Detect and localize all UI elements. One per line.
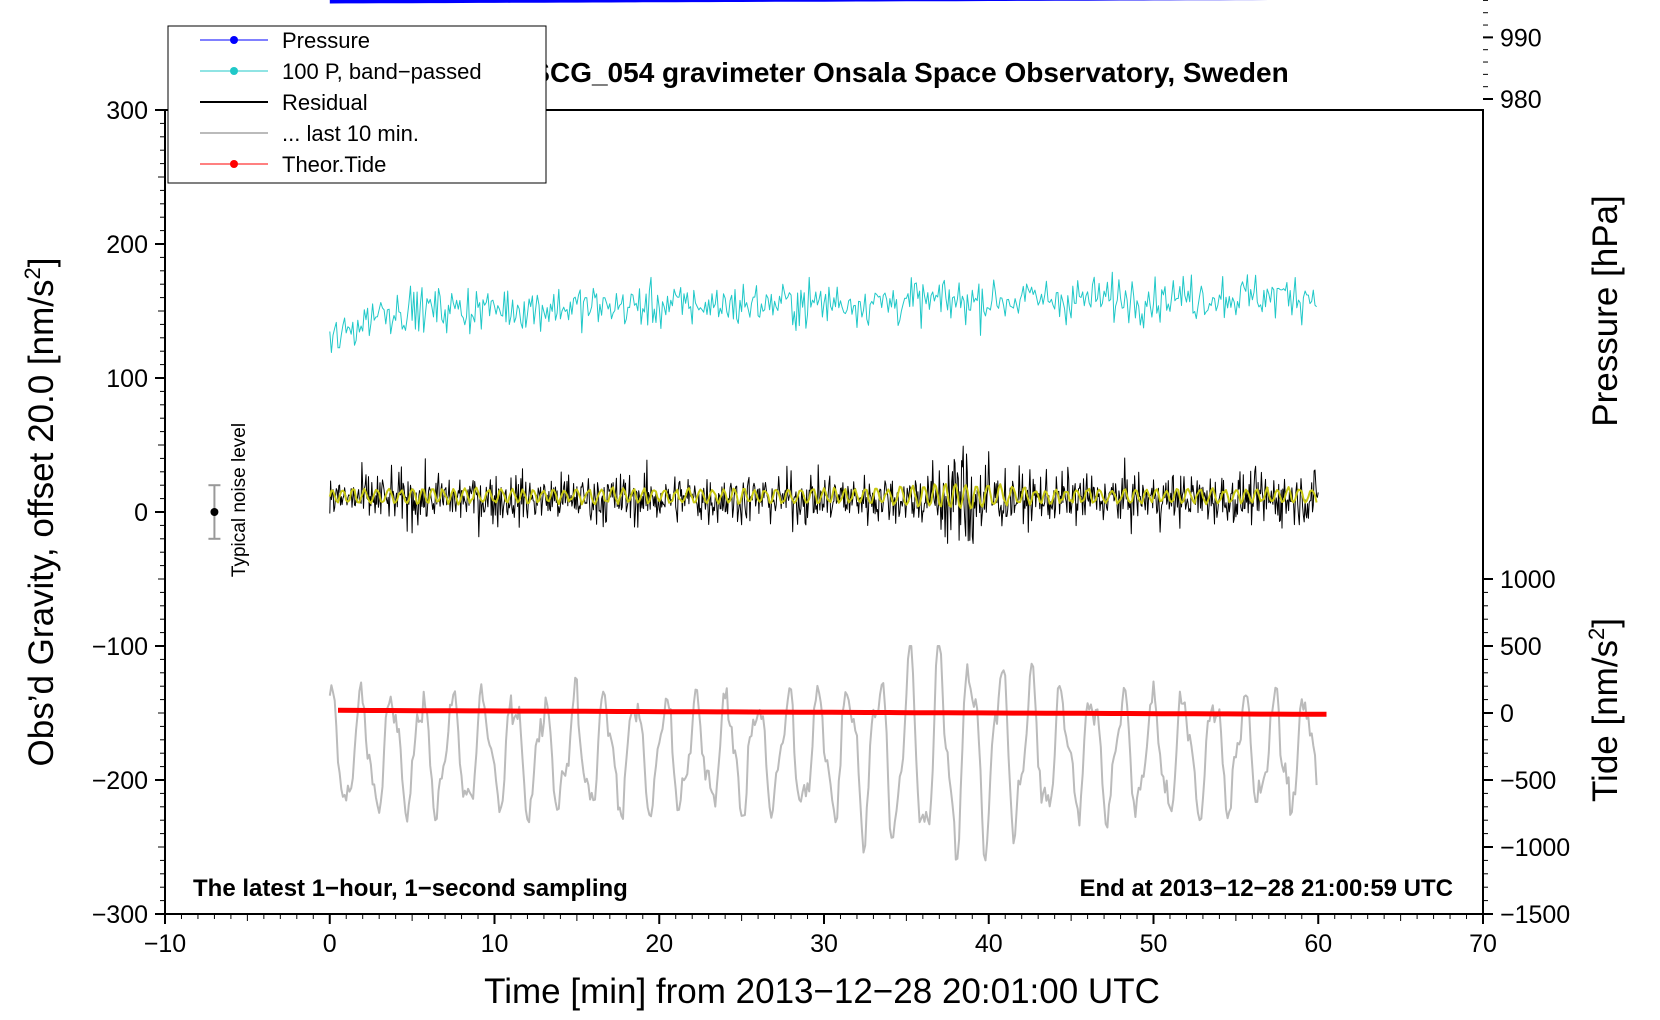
legend-label: Residual	[282, 90, 368, 115]
tide-tick-label: 0	[1500, 700, 1514, 728]
legend-items: Pressure 100 P, band−passed Residual ... la…	[200, 28, 482, 177]
tide-tick-label: 1000	[1500, 566, 1556, 594]
pressure-tick-label: 990	[1500, 24, 1542, 52]
y-left-tick-label: −200	[92, 767, 148, 795]
chart-title: SCG_054 gravimeter Onsala Space Observat…	[531, 57, 1288, 88]
x-tick-label: 0	[323, 930, 337, 958]
series-theor-tide	[337, 707, 1327, 717]
x-tick-label: −10	[144, 930, 186, 958]
noise-level-label: Typical noise level	[229, 423, 250, 577]
series-residual	[329, 445, 1319, 544]
legend: Pressure 100 P, band−passed Residual ... la…	[167, 25, 547, 184]
x-tick-label: 20	[645, 930, 673, 958]
legend-label: Pressure	[282, 28, 370, 53]
legend-label: ... last 10 min.	[282, 121, 419, 146]
y-left-tick-label: −300	[92, 901, 148, 929]
annotation-end-time: End at 2013−12−28 21:00:59 UTC	[1079, 875, 1453, 902]
series-pressure	[329, 0, 1269, 4]
legend-label: Theor.Tide	[282, 152, 386, 177]
legend-marker	[230, 36, 238, 44]
legend-marker	[230, 160, 238, 168]
series-residual-smoothed	[328, 483, 1318, 510]
noise-level-marker: Typical noise level	[208, 423, 250, 577]
x-tick-label: 30	[810, 930, 838, 958]
pressure-tick-label: 980	[1500, 86, 1542, 114]
y-left-tick-label: 100	[106, 365, 148, 393]
x-axis-title: Time [min] from 2013−12−28 20:01:00 UTC	[484, 972, 1160, 1011]
x-tick-label: 60	[1304, 930, 1332, 958]
series-last-10-min	[328, 645, 1318, 862]
series-layer	[328, 0, 1327, 862]
legend-box	[167, 25, 547, 184]
y-axis-title-left: Obs’d Gravity, offset 20.0 [nm/s2]	[20, 258, 61, 767]
y-axis-title-tide: Tide [nm/s2]	[1584, 618, 1625, 802]
x-tick-label: 40	[975, 930, 1003, 958]
legend-label: 100 P, band−passed	[282, 59, 482, 84]
legend-marker	[230, 67, 238, 75]
x-tick-label: 10	[481, 930, 509, 958]
y-left-tick-label: 0	[134, 499, 148, 527]
tide-tick-label: −1000	[1500, 834, 1570, 862]
y-axis-title-pressure: Pressure [hPa]	[1586, 195, 1625, 427]
series-band-passed-pressure	[329, 271, 1317, 353]
tide-tick-label: −500	[1500, 767, 1556, 795]
x-tick-label: 50	[1140, 930, 1168, 958]
y-left-tick-label: 200	[106, 231, 148, 259]
x-tick-label: 70	[1469, 930, 1497, 958]
noise-bar-center-dot	[210, 508, 219, 516]
y-left-tick-label: −100	[92, 633, 148, 661]
tide-tick-label: 500	[1500, 633, 1542, 661]
tide-tick-label: −1500	[1500, 901, 1570, 929]
annotation-sampling: The latest 1−hour, 1−second sampling	[193, 875, 628, 902]
y-left-tick-label: 300	[106, 97, 148, 125]
plot-frame	[164, 109, 1484, 915]
